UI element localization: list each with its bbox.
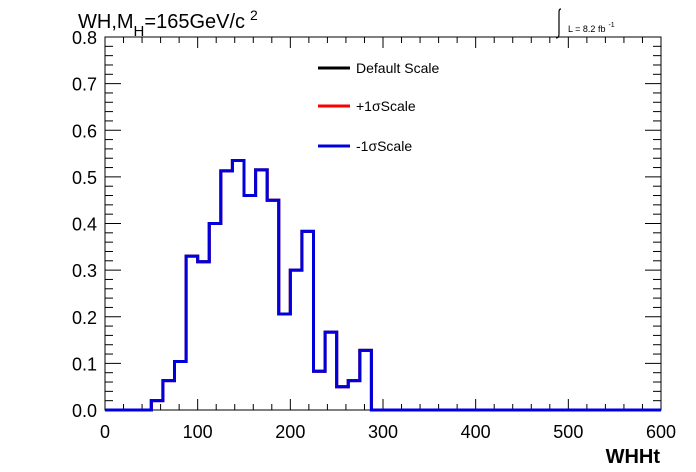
x-tick-label: 500 bbox=[553, 422, 583, 442]
luminosity-superscript: -1 bbox=[608, 22, 614, 29]
x-tick-label: 400 bbox=[461, 422, 491, 442]
luminosity-text: L = 8.2 fb bbox=[568, 24, 605, 34]
y-tick-label: 0.6 bbox=[72, 121, 97, 141]
y-tick-label: 0.8 bbox=[72, 28, 97, 48]
x-tick-label: 600 bbox=[646, 422, 676, 442]
y-tick-label: 0.4 bbox=[72, 215, 97, 235]
x-axis-title: WHHt bbox=[606, 446, 661, 468]
x-tick-label: 0 bbox=[100, 422, 110, 442]
y-tick-label: 0.5 bbox=[72, 168, 97, 188]
y-tick-label: 0.3 bbox=[72, 261, 97, 281]
x-tick-labels: 0 100 200 300 400 500 600 bbox=[100, 422, 676, 442]
x-tick-label: 200 bbox=[275, 422, 305, 442]
luminosity-label: L = 8.2 fb -1 bbox=[568, 22, 615, 34]
x-tick-label: 100 bbox=[183, 422, 213, 442]
y-tick-label: 0.0 bbox=[72, 401, 97, 421]
series-group bbox=[105, 159, 661, 412]
legend-label: +1σScale bbox=[356, 98, 416, 114]
axis-ticks bbox=[104, 36, 662, 411]
y-tick-label: 0.7 bbox=[72, 75, 97, 95]
plot-frame bbox=[104, 36, 662, 411]
chart-title-subscript: H bbox=[134, 23, 145, 40]
x-tick-label: 300 bbox=[368, 422, 398, 442]
chart-title-superscript: 2 bbox=[250, 7, 258, 23]
integral-sign bbox=[555, 8, 562, 39]
chart-title: WH,MH=165GeV/c 2 bbox=[78, 7, 258, 40]
series-line-0 bbox=[105, 159, 661, 412]
legend-label: Default Scale bbox=[356, 60, 439, 76]
legend-label: -1σScale bbox=[356, 138, 412, 154]
series-line-1 bbox=[105, 159, 661, 412]
legend: Default Scale +1σScale -1σScale bbox=[318, 60, 439, 154]
chart-title-rest: =165GeV/c bbox=[144, 11, 245, 33]
chart-title-main: WH,M bbox=[78, 11, 134, 33]
y-tick-label: 0.1 bbox=[72, 354, 97, 374]
y-tick-labels: 0.0 0.1 0.2 0.3 0.4 0.5 0.6 0.7 0.8 bbox=[72, 28, 97, 421]
series-line-2 bbox=[105, 159, 661, 412]
y-tick-label: 0.2 bbox=[72, 308, 97, 328]
